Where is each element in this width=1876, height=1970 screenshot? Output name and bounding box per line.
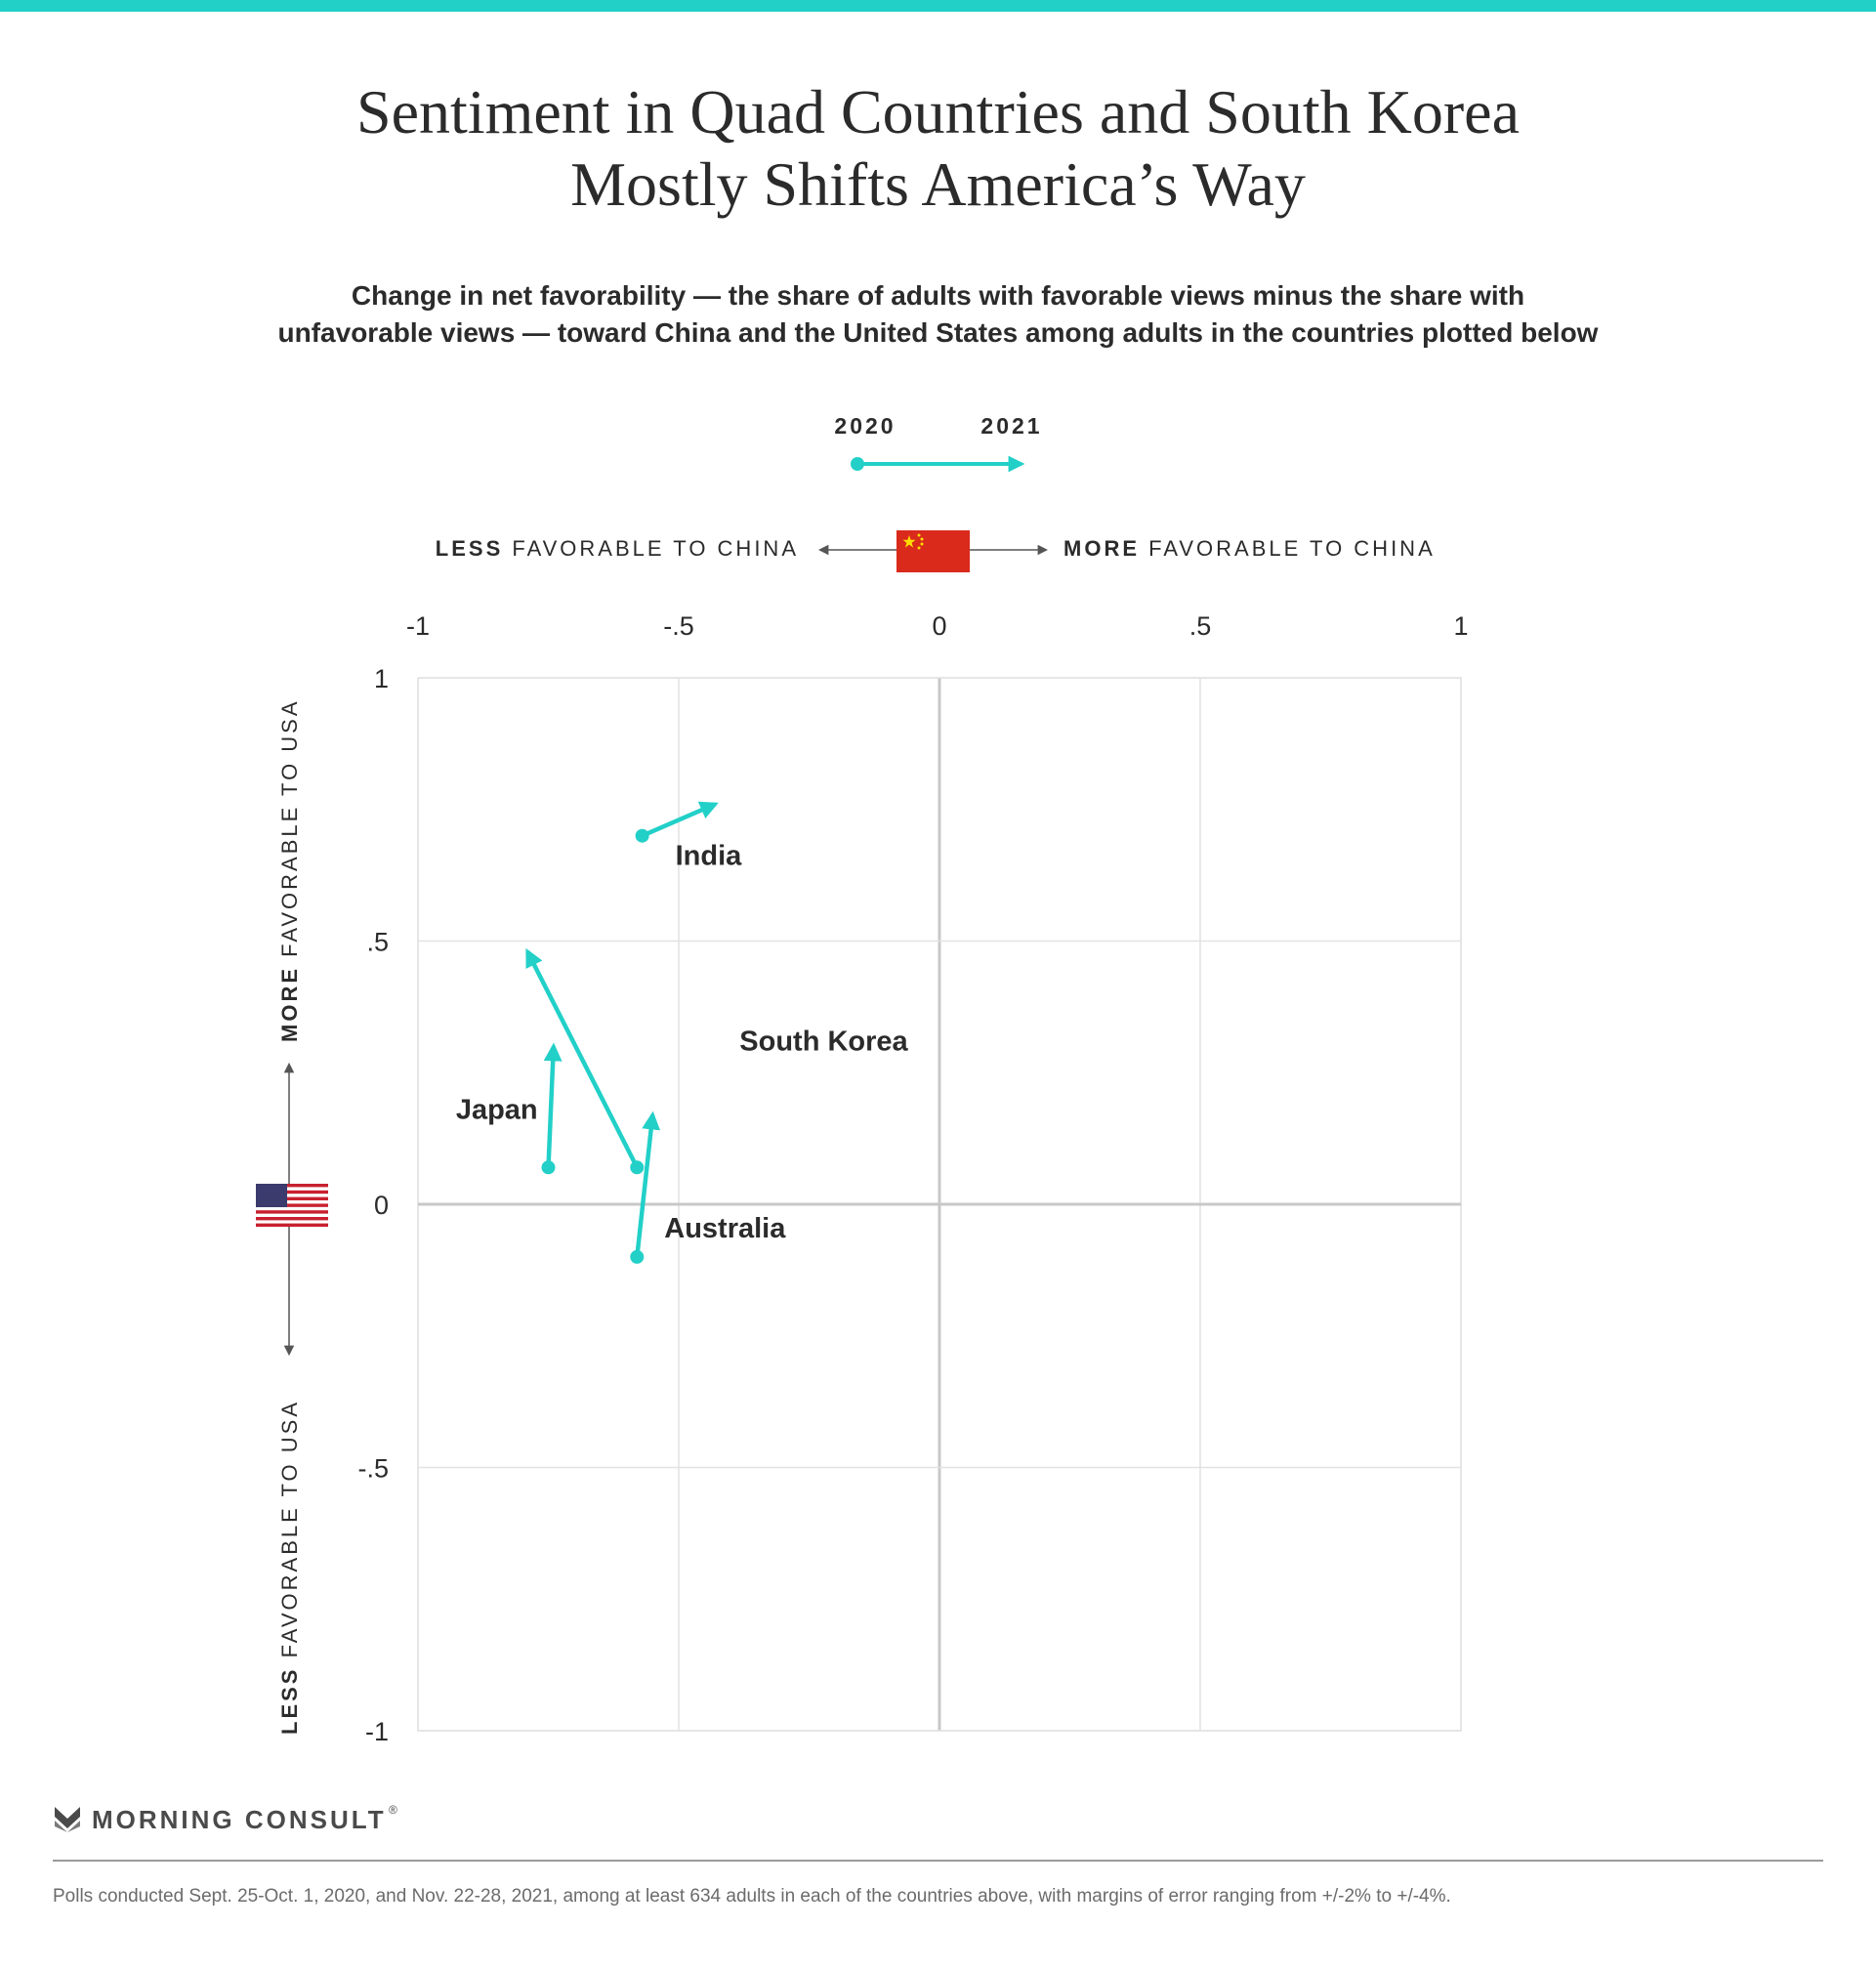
- x-axis-direction: LESS FAVORABLE TO CHINA MORE FAVORABLE T…: [436, 530, 1436, 572]
- arrow-australia: [635, 1111, 661, 1258]
- usa-flag-icon: [256, 1184, 328, 1227]
- footer-divider: [53, 1860, 1823, 1862]
- title-line-1: Sentiment in Quad Countries and South Ko…: [356, 77, 1520, 147]
- x-axis-more-label: MORE FAVORABLE TO CHINA: [1063, 536, 1436, 561]
- subtitle-line-1: Change in net favorability — the share o…: [351, 280, 1525, 311]
- subtitle-line-2: unfavorable views — toward China and the…: [277, 317, 1599, 348]
- y-tick-label: -.5: [357, 1454, 389, 1484]
- tick-labels: -1 -.5 0 .5 1 1 .5 0 -.5 -1: [357, 611, 1468, 1746]
- start-dot-india: [635, 828, 649, 843]
- x-tick-label: 1: [1453, 611, 1468, 641]
- logo-text: MORNING CONSULT: [92, 1805, 387, 1834]
- y-axis-direction: MORE FAVORABLE TO USA LESS FAVORABLE TO …: [256, 698, 328, 1735]
- start-dot-australia: [630, 1249, 645, 1264]
- chart-svg: 2020 2021 LESS FAVORABLE TO CHINA MORE F…: [256, 413, 1469, 1746]
- chart-title: Sentiment in Quad Countries and South Ko…: [0, 76, 1876, 221]
- footnote: Polls conducted Sept. 25-Oct. 1, 2020, a…: [53, 1886, 1451, 1907]
- y-axis-less-label: LESS FAVORABLE TO USA: [277, 1400, 302, 1735]
- y-tick-label: .5: [366, 928, 389, 957]
- x-tick-label: .5: [1189, 611, 1212, 641]
- x-tick-label: -1: [406, 611, 430, 641]
- arrow-india: [641, 801, 719, 838]
- label-south-korea: South Korea: [739, 1026, 908, 1057]
- legend-end-label: 2021: [980, 413, 1042, 439]
- y-tick-label: 1: [374, 664, 389, 693]
- y-tick-label: 0: [374, 1191, 389, 1220]
- start-dot-south-korea: [630, 1160, 645, 1175]
- x-tick-label: -.5: [663, 611, 694, 641]
- y-axis-more-label: MORE FAVORABLE TO USA: [277, 698, 302, 1042]
- series-south-korea: South Korea: [525, 947, 909, 1175]
- arrow-south-korea: [525, 947, 640, 1169]
- logo-registered-mark: ®: [389, 1803, 397, 1817]
- title-line-2: Mostly Shifts America’s Way: [570, 149, 1306, 219]
- china-flag-icon: [896, 530, 970, 572]
- series: India South Korea Japan Australia: [456, 801, 909, 1264]
- top-accent-bar: [0, 0, 1876, 12]
- label-australia: Australia: [664, 1213, 786, 1244]
- y-tick-label: -1: [365, 1717, 389, 1746]
- x-axis-less-label: LESS FAVORABLE TO CHINA: [436, 536, 799, 561]
- arrow-japan: [543, 1042, 563, 1168]
- series-japan: Japan: [456, 1042, 563, 1175]
- legend-start-label: 2020: [834, 413, 896, 439]
- x-tick-label: 0: [932, 611, 946, 641]
- legend: 2020 2021: [834, 413, 1042, 473]
- label-india: India: [676, 841, 743, 872]
- series-australia: Australia: [630, 1111, 786, 1264]
- series-india: India: [635, 801, 743, 872]
- chart-subtitle: Change in net favorability — the share o…: [195, 277, 1681, 352]
- label-japan: Japan: [456, 1094, 538, 1125]
- grid: [417, 677, 1462, 1732]
- start-dot-japan: [541, 1160, 556, 1175]
- morning-consult-logo-icon: [53, 1805, 82, 1832]
